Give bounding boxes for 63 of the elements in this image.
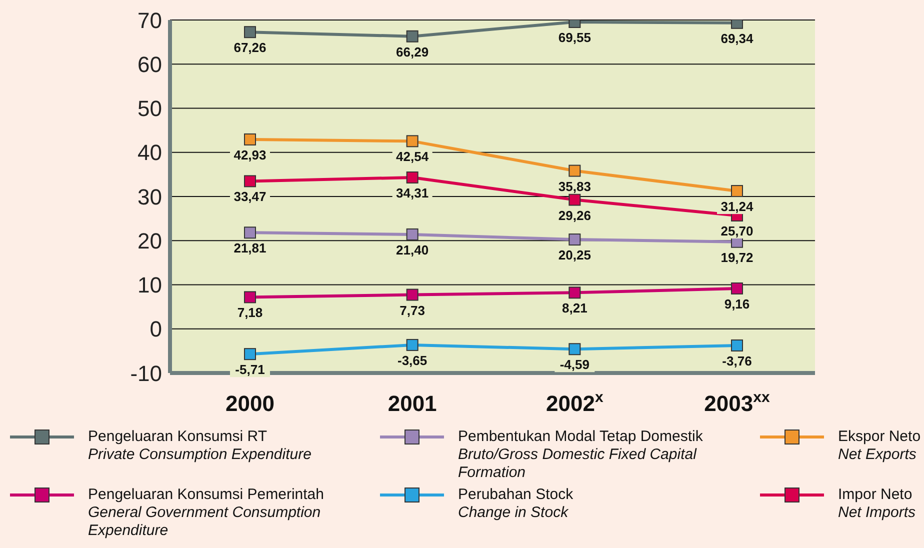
data-label: 33,47 <box>234 189 266 204</box>
point <box>568 343 581 356</box>
y-tick-label: 30 <box>138 184 162 210</box>
data-label: 21,40 <box>396 242 429 258</box>
point <box>568 194 581 206</box>
legend-label: Perubahan Stock Change in Stock <box>458 486 574 522</box>
data-label: 21,81 <box>234 240 266 256</box>
point <box>244 348 256 360</box>
point <box>244 133 256 146</box>
data-label: 34,31 <box>396 185 429 200</box>
data-label: 31,24 <box>720 199 754 214</box>
legend-label: Impor Neto Net Imports <box>838 486 917 522</box>
y-tick-label: 70 <box>138 8 162 33</box>
point <box>244 175 256 188</box>
y-tick-label: 20 <box>138 228 162 254</box>
data-label: -4,59 <box>560 357 590 372</box>
data-label: 20,25 <box>558 248 591 263</box>
data-label: 35,83 <box>558 178 591 194</box>
data-label: 25,70 <box>720 223 754 238</box>
x-tick-label: 2003$^{xx}$ <box>704 389 770 416</box>
point <box>731 339 743 352</box>
data-label: 29,26 <box>558 208 591 223</box>
data-label: -3,65 <box>398 352 428 368</box>
y-tick-label: 40 <box>138 140 162 166</box>
x-tick-label: 2002$^{x}$ <box>546 389 604 416</box>
legend-label: Ekspor Neto Net Exports <box>838 428 922 464</box>
data-label: 42,93 <box>234 147 266 162</box>
point <box>731 282 743 294</box>
y-tick-label: 60 <box>138 52 162 77</box>
data-label: 42,54 <box>396 149 430 164</box>
point <box>406 171 418 184</box>
point <box>244 291 256 304</box>
point <box>406 228 418 240</box>
x-tick-label: 2001 <box>388 391 437 416</box>
y-tick-label: -10 <box>130 360 162 386</box>
point <box>406 338 418 351</box>
data-label: 7,18 <box>237 305 263 320</box>
point <box>244 26 256 38</box>
point <box>568 286 581 299</box>
data-label: 19,72 <box>720 250 754 265</box>
point <box>406 135 418 148</box>
data-label: 9,16 <box>724 296 750 312</box>
x-tick-label: 2000 <box>226 391 274 416</box>
data-label: 7,73 <box>400 302 425 318</box>
point <box>568 234 581 246</box>
data-label: 69,55 <box>558 30 591 45</box>
point <box>244 226 256 239</box>
y-tick-label: 50 <box>138 96 162 122</box>
legend-label: Pembentukan Modal Tetap Domestik Bruto/Gross Domestic Fixed Capital Formation <box>458 428 704 482</box>
legend-label: Pengeluaran Konsumsi Pemerintah General Government Consumption Expenditure <box>88 486 325 540</box>
point <box>406 30 418 42</box>
legend-label: Pengeluaran Konsumsi RT Private Consumption Expenditure <box>88 428 312 464</box>
point <box>568 164 581 177</box>
point <box>731 185 743 198</box>
y-tick-label: 0 <box>150 316 162 342</box>
data-label: 69,34 <box>720 30 754 46</box>
data-label: -3,76 <box>722 353 752 368</box>
data-label: 8,21 <box>562 300 588 316</box>
y-tick-label: 10 <box>138 272 162 298</box>
data-label: 66,29 <box>396 44 429 60</box>
point <box>406 288 418 301</box>
data-label: -5,71 <box>235 362 265 378</box>
data-label: 67,26 <box>234 40 266 56</box>
